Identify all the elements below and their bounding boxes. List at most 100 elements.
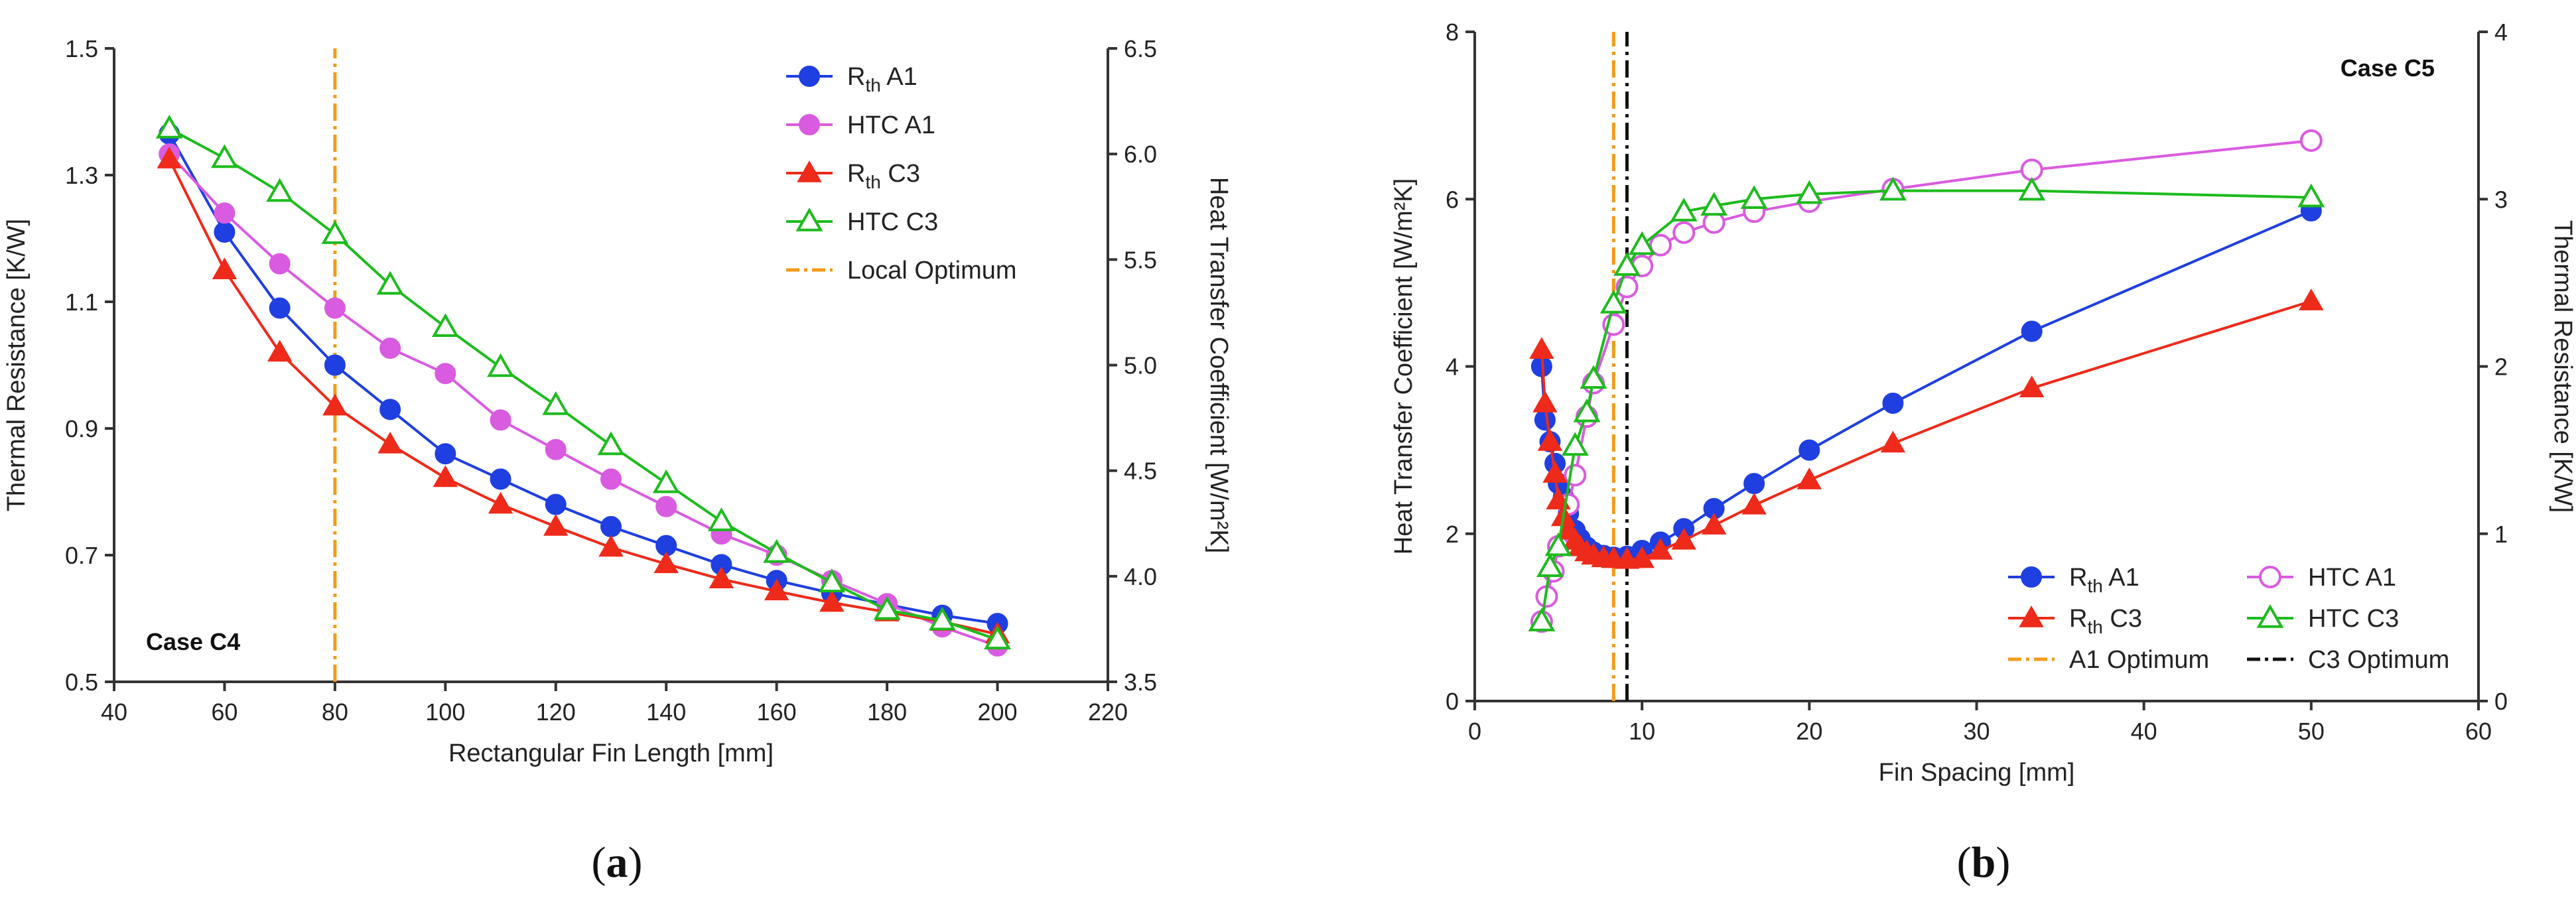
- right-y-tick-label: 6.0: [1124, 141, 1157, 168]
- data-point-rth-a1: [435, 443, 456, 465]
- series-line-rth-a1: [168, 133, 998, 625]
- data-point-rth-c3: [1741, 492, 1767, 515]
- x-tick-label: 20: [1796, 718, 1822, 745]
- legend-entry-c3-optimum: C3 Optimum: [2247, 646, 2449, 674]
- right-y-tick-label: 4.0: [1124, 563, 1157, 590]
- right-y-tick-label: 4: [2494, 19, 2508, 46]
- data-point-rth-a1: [2021, 320, 2043, 342]
- series-rth-c3: [157, 147, 1010, 644]
- data-point-htc-a1: [269, 253, 291, 275]
- series-line-rth-c3: [1540, 300, 2312, 561]
- data-point-rth-a1: [379, 399, 401, 420]
- data-point-htc-c3: [1879, 176, 1907, 201]
- legend-entry-rth-c3: Rth C3: [786, 160, 920, 192]
- legend-marker: [2021, 566, 2042, 588]
- legend-entry-rth-a1: Rth A1: [2008, 564, 2139, 596]
- data-point-rth-c3: [212, 257, 237, 279]
- right-y-tick-label: 6.5: [1124, 35, 1157, 62]
- data-point-rth-c3: [2019, 375, 2045, 398]
- left-y-axis-title: Thermal Resistance [K/W]: [3, 219, 31, 511]
- data-point-rth-a1: [600, 516, 622, 538]
- data-point-htc-a1: [1672, 221, 1696, 244]
- data-point-htc-c3: [210, 144, 238, 168]
- x-tick-label: 200: [978, 698, 1018, 726]
- left-y-tick-label: 0.5: [65, 669, 98, 696]
- x-tick-label: 80: [322, 698, 348, 726]
- data-point-rth-c3: [1532, 390, 1558, 413]
- data-point-htc-a1: [324, 297, 346, 319]
- x-tick-label: 220: [1088, 698, 1128, 726]
- legend-label: HTC C3: [847, 208, 938, 236]
- data-point-rth-c3: [1701, 513, 1727, 535]
- legend-marker: [2019, 605, 2044, 627]
- left-y-tick-label: 1.5: [65, 35, 98, 62]
- panel-label-a: (a): [592, 838, 643, 887]
- data-point-rth-c3: [598, 535, 624, 557]
- data-point-htc-c3: [155, 114, 183, 139]
- data-point-rth-c3: [377, 431, 403, 454]
- legend-marker: [799, 66, 820, 87]
- right-y-tick-label: 5.5: [1124, 246, 1157, 273]
- legend-entry-local-optimum: Local Optimum: [786, 257, 1017, 285]
- x-tick-label: 40: [2131, 718, 2157, 745]
- data-point-htc-c3: [873, 596, 901, 620]
- legend-label: A1 Optimum: [2069, 646, 2209, 674]
- data-point-rth-c3: [543, 514, 569, 536]
- right-y-axis-title: Thermal Resistance [K/W]: [2549, 220, 2576, 513]
- data-point-htc-c3: [597, 431, 625, 456]
- data-point-rth-c3: [267, 340, 293, 362]
- data-point-htc-c3: [1599, 289, 1627, 314]
- data-point-htc-a1: [435, 363, 456, 385]
- data-point-htc-c3: [1544, 532, 1572, 556]
- data-point-rth-c3: [653, 551, 679, 574]
- data-point-htc-c3: [652, 469, 680, 493]
- series-line-rth-a1: [1540, 210, 2312, 559]
- x-tick-label: 40: [101, 698, 127, 726]
- right-y-tick-label: 5.0: [1124, 352, 1157, 379]
- left-y-tick-label: 4: [1446, 354, 1459, 381]
- legend-marker: [795, 207, 823, 231]
- data-point-rth-c3: [764, 578, 789, 601]
- right-y-tick-label: 0: [2494, 688, 2508, 715]
- data-point-htc-c3: [1700, 192, 1728, 216]
- right-y-tick-label: 3: [2494, 186, 2508, 213]
- legend-entry-htc-c3: HTC C3: [786, 207, 938, 236]
- legend: Rth A1 HTC A1 Rth C3 HTC C3 A1 Optimum C3 Opt…: [2008, 564, 2449, 674]
- x-tick-label: 60: [2465, 718, 2492, 745]
- data-point-rth-c3: [2299, 289, 2324, 310]
- data-point-htc-c3: [928, 606, 956, 631]
- data-point-htc-c3: [1528, 608, 1556, 631]
- data-point-htc-c3: [1573, 398, 1601, 422]
- data-point-rth-c3: [1671, 527, 1696, 550]
- legend-label: C3 Optimum: [2308, 646, 2449, 674]
- legend-label: Local Optimum: [847, 257, 1017, 285]
- left-y-tick-label: 8: [1446, 19, 1459, 46]
- left-y-tick-label: 0.9: [65, 415, 98, 442]
- x-tick-label: 10: [1629, 718, 1655, 745]
- x-tick-label: 160: [757, 698, 797, 726]
- legend-marker: [799, 114, 820, 135]
- legend-entry-htc-a1: HTC A1: [786, 111, 935, 139]
- x-tick-label: 30: [1963, 718, 1990, 745]
- data-point-htc-a1: [1649, 233, 1672, 257]
- series-line-htc-c3: [1540, 189, 2311, 622]
- left-y-tick-label: 0: [1446, 688, 1459, 715]
- case-label: Case C5: [2340, 54, 2435, 82]
- legend-entry-a1-optimum: A1 Optimum: [2008, 646, 2209, 674]
- data-point-rth-a1: [1882, 392, 1904, 414]
- data-point-rth-a1: [214, 221, 236, 243]
- data-point-rth-c3: [1796, 468, 1822, 489]
- data-point-htc-a1: [490, 409, 511, 431]
- data-point-htc-c3: [984, 625, 1012, 650]
- x-tick-label: 140: [646, 698, 686, 726]
- data-point-rth-c3: [1529, 337, 1554, 359]
- left-y-axis-title: Heat Transfer Coefficient [W/m²K]: [1390, 178, 1418, 554]
- data-point-rth-a1: [490, 468, 511, 490]
- data-point-htc-c3: [376, 271, 404, 295]
- data-point-rth-c3: [157, 147, 182, 168]
- x-tick-label: 100: [425, 698, 465, 726]
- data-point-rth-c3: [488, 491, 513, 514]
- right-y-axis-title: Heat Transfer Coefficient [W/m²K]: [1205, 177, 1233, 553]
